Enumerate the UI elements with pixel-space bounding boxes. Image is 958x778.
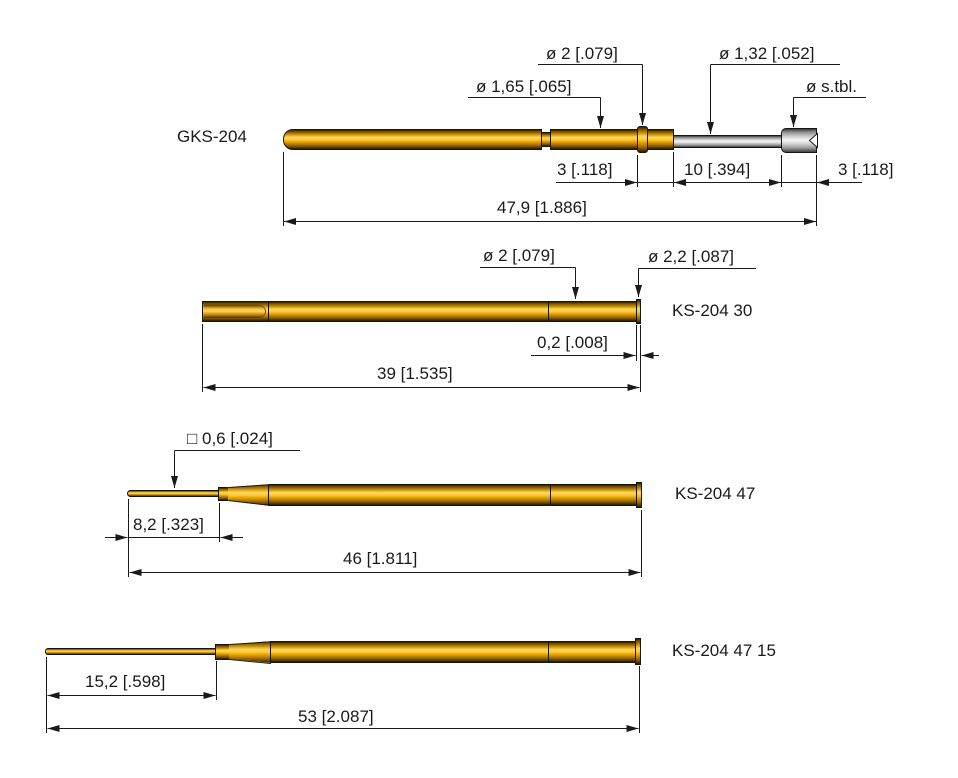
dimension-label: 10 [.394] (684, 160, 751, 179)
diameter-callout: ø 1,65 [.065] (476, 77, 572, 96)
ks20447-collar (218, 487, 229, 501)
ks20447-cone (228, 484, 269, 506)
probe-name-label: KS-204 47 15 (672, 641, 776, 660)
diameter-callout: ø s.tbl. (806, 77, 858, 96)
diameter-callout: ø 2,2 [.087] (648, 247, 734, 266)
dimension-label: 53 [2.087] (298, 707, 374, 726)
ks20447-barrel (268, 484, 638, 506)
gks204-barrel-3 (647, 129, 674, 150)
dimension-label: 47,9 [1.886] (497, 198, 587, 217)
diameter-callout: ø 2 [.079] (546, 44, 618, 63)
dimension-label: 46 [1.811] (343, 549, 418, 568)
ks20447-needle-tip (127, 490, 219, 497)
dimension-label: 8,2 [.323] (133, 515, 204, 534)
dimension-label: 15,2 [.598] (85, 672, 166, 691)
ks20430-blade (204, 304, 266, 319)
ks2044715-needle-tip (45, 648, 217, 655)
ks20447-end-cap (636, 482, 642, 508)
ks2044715-collar (215, 644, 230, 660)
probe-name-label: KS-204 47 (675, 484, 756, 503)
probe-name-label: GKS-204 (177, 127, 247, 146)
ks20430-barrel (268, 301, 637, 322)
square-tip-callout: □ 0,6 [.024] (187, 429, 273, 448)
dimension-label: 3 [.118] (838, 160, 894, 179)
gks204-plunger (673, 135, 782, 148)
gks204-tip-head (781, 128, 817, 153)
diameter-callout: ø 1,32 [.052] (719, 44, 815, 63)
dimension-label: 3 [.118] (557, 160, 613, 179)
gks204-barrel-2 (550, 129, 639, 150)
dimension-label: 0,2 [.008] (537, 333, 608, 352)
probe-name-label: KS-204 30 (672, 301, 753, 320)
ks2044715-cone (229, 641, 271, 663)
ks2044715-barrel (270, 641, 636, 663)
gks204-barrel (283, 129, 542, 150)
diameter-callout: ø 2 [.079] (483, 246, 555, 265)
ks20430-end-flange (636, 299, 641, 324)
ks2044715-end-cap (635, 638, 641, 665)
dimension-label: 39 [1.535] (377, 364, 453, 383)
